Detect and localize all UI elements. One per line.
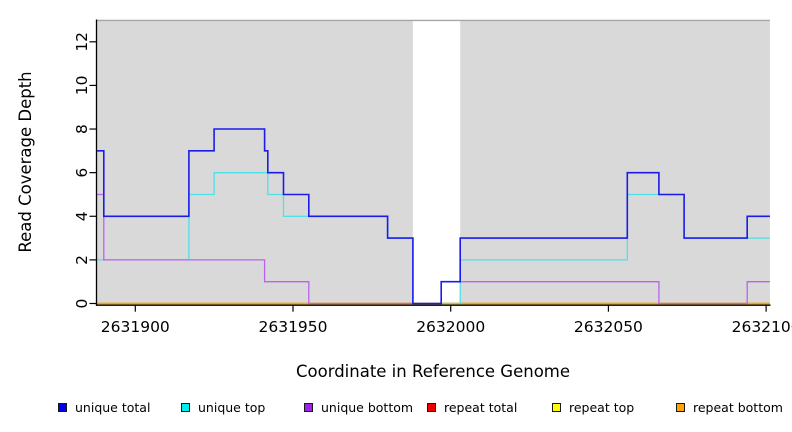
line-unique-total: [96, 128, 770, 305]
x-tick-label: 2631900: [101, 318, 170, 336]
plot-background: [96, 20, 413, 305]
y-tick-label: 2: [73, 255, 91, 265]
y-tick-label: 8: [73, 124, 91, 134]
x-tick-label: 2631950: [258, 318, 327, 336]
plot-background: [460, 20, 770, 305]
y-tick-label: 4: [73, 211, 91, 221]
x-axis-title: Coordinate in Reference Genome: [296, 362, 570, 381]
y-tick-label: 10: [73, 76, 91, 96]
y-tick-label: 12: [73, 32, 91, 52]
x-tick-label: 2632050: [574, 318, 643, 336]
x-tick-label: 2632100: [732, 318, 792, 336]
axis-layer: 0 2 4 6 8 10 12 2631900 2631950 2632000 2632050 263…: [73, 19, 792, 336]
plot-background-layer: [96, 19, 770, 305]
y-tick-label: 6: [73, 168, 91, 178]
y-tick-label: 0: [73, 299, 91, 309]
y-axis-title: Read Coverage Depth: [16, 71, 35, 252]
series-layer: [96, 128, 770, 305]
x-tick-label: 2632000: [416, 318, 485, 336]
line-unique-bottom: [96, 193, 770, 305]
